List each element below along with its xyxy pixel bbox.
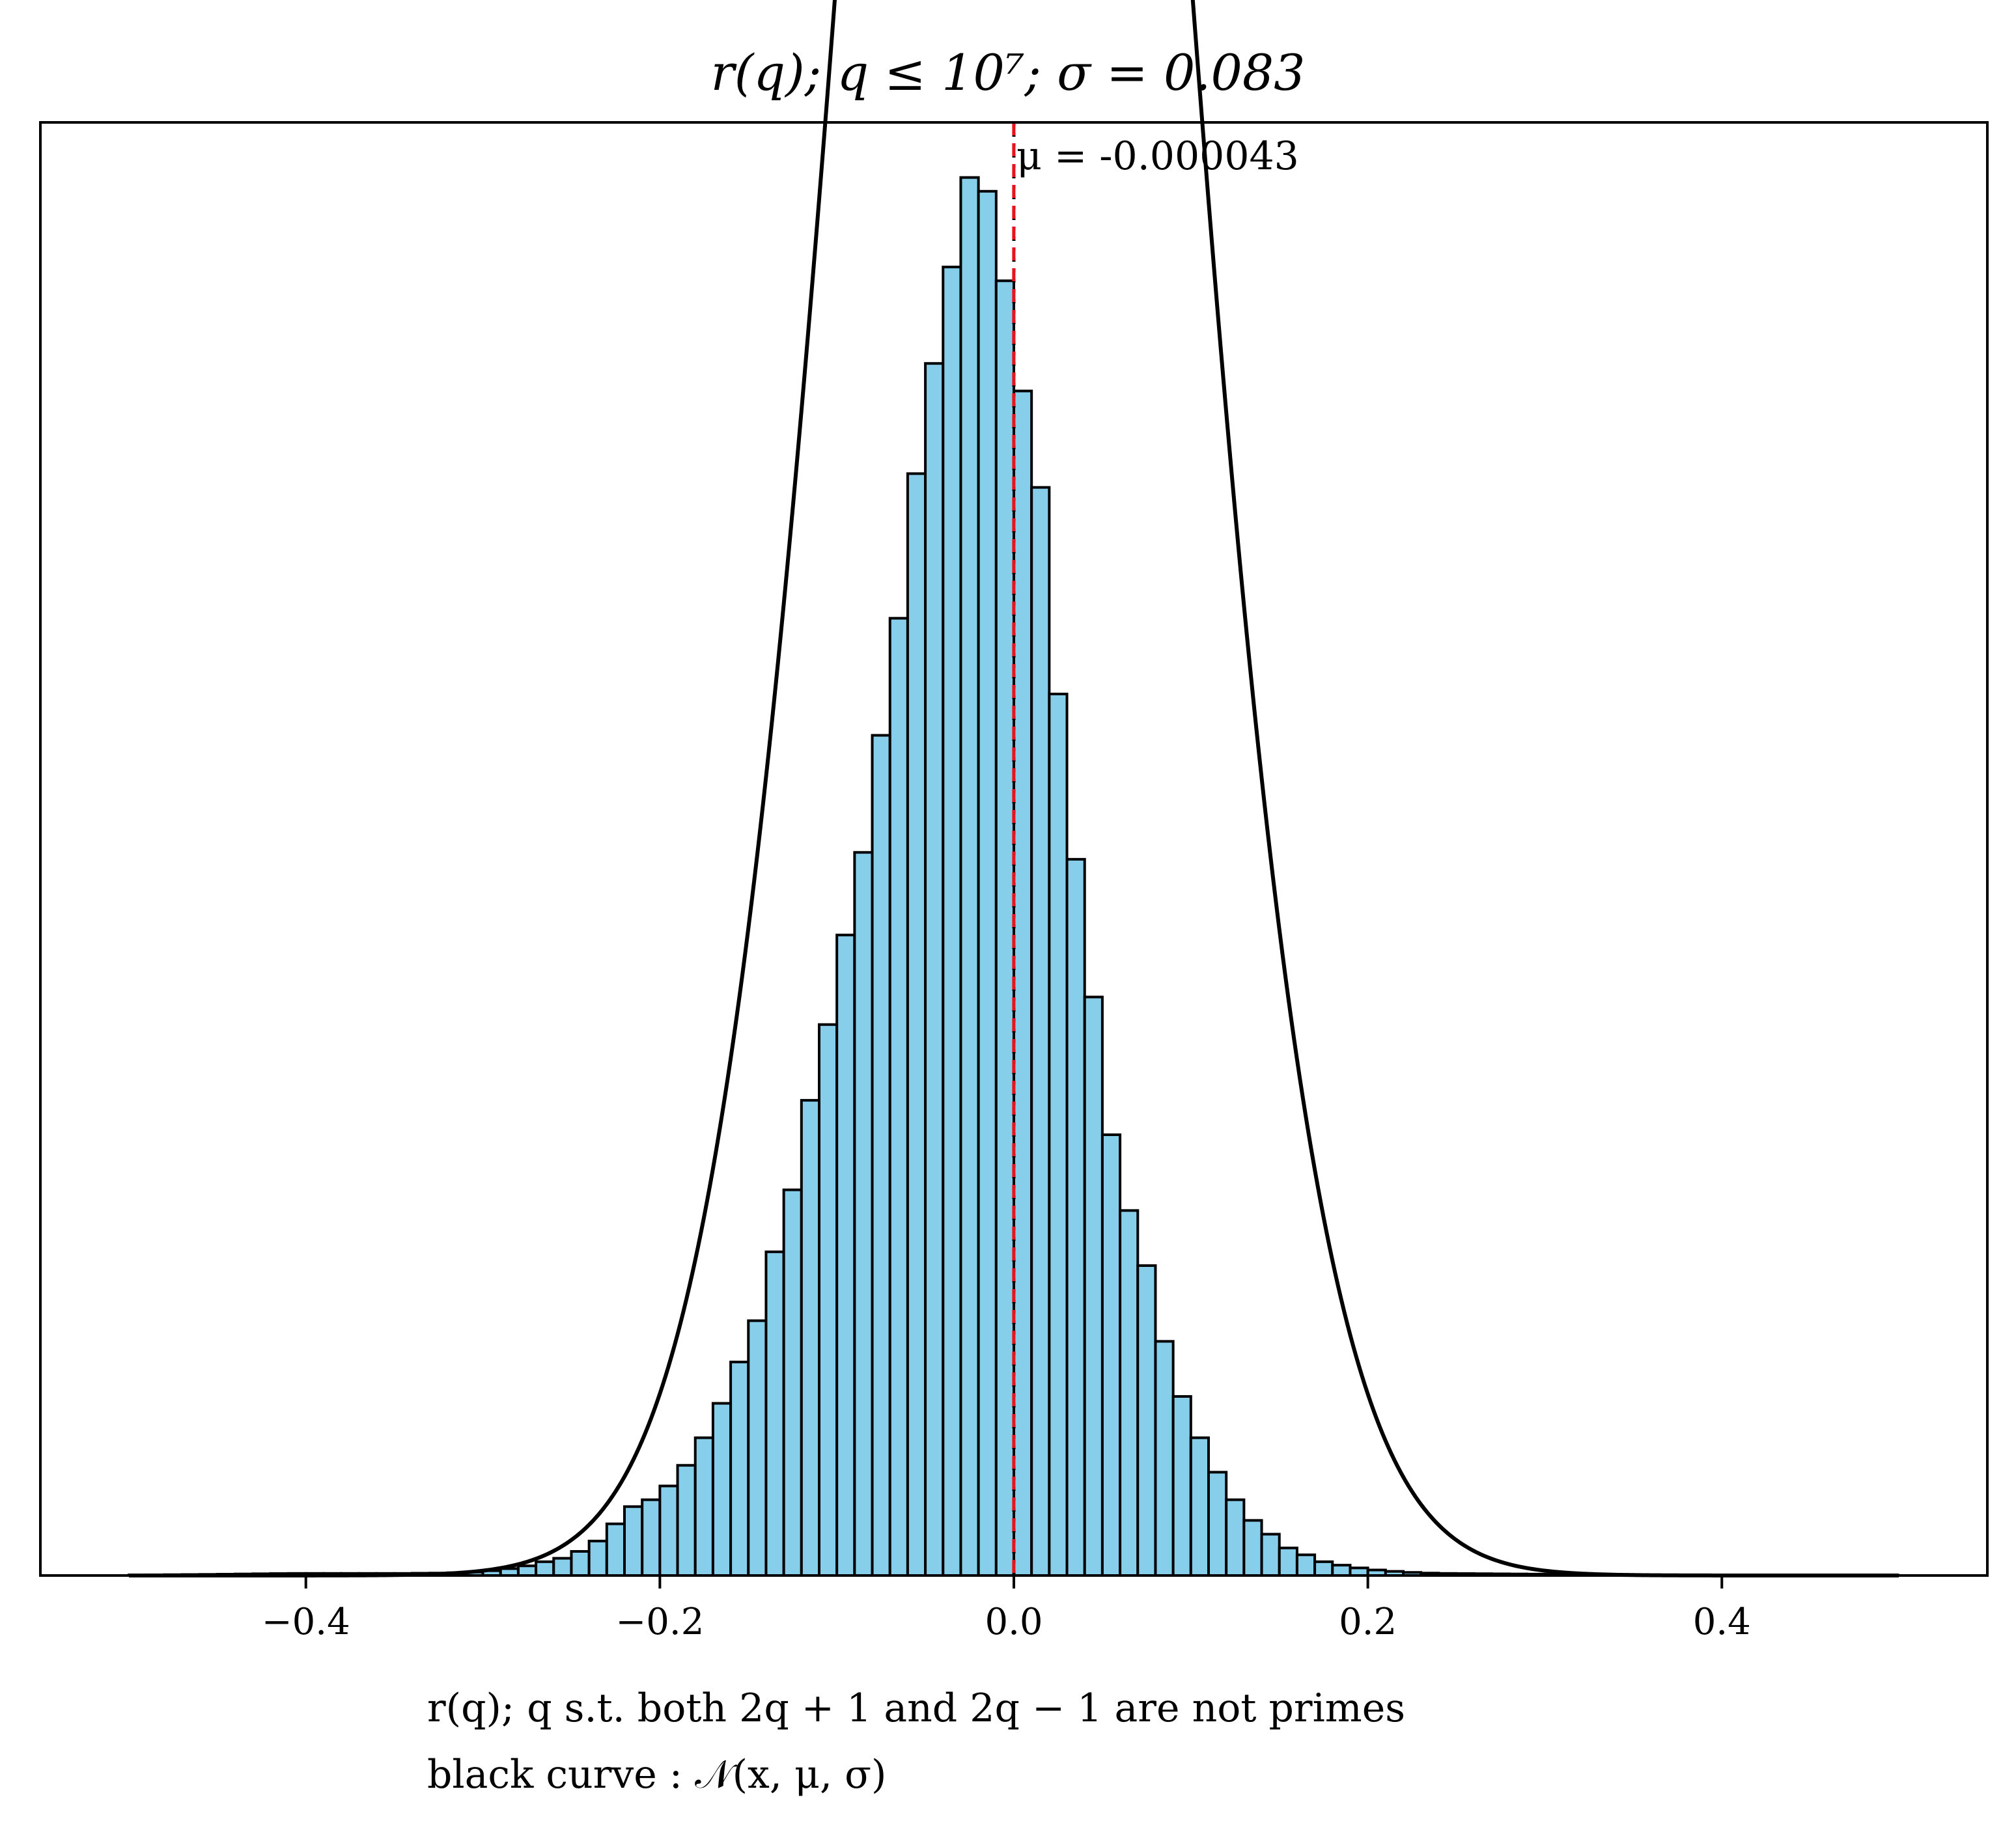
histogram-bar	[587, 1540, 608, 1577]
histogram-bar	[1189, 1436, 1211, 1577]
histogram-bar	[658, 1484, 679, 1577]
histogram-bar	[1119, 1209, 1140, 1577]
histogram-bar	[1154, 1340, 1175, 1577]
histogram-bar	[1083, 995, 1104, 1577]
histogram-bar	[1048, 692, 1069, 1577]
chart-title: r(q); q ≤ 10⁷; σ = 0.083	[710, 44, 1305, 102]
x-tick-label: 0.0	[985, 1601, 1043, 1643]
x-axis-label-line-1: r(q); q s.t. both 2q + 1 and 2q − 1 are …	[427, 1686, 1405, 1731]
histogram-bar	[1065, 857, 1086, 1577]
histogram-bar	[552, 1557, 573, 1577]
histogram-bar	[818, 1023, 839, 1577]
histogram-bar	[764, 1250, 785, 1577]
histogram-bar	[1331, 1564, 1352, 1577]
histogram-bar	[782, 1188, 803, 1577]
histogram-bar	[641, 1498, 662, 1577]
x-tick-label: 0.2	[1339, 1601, 1397, 1643]
histogram-bar	[1295, 1553, 1317, 1577]
histogram-bar	[853, 851, 874, 1577]
histogram-bar	[994, 279, 1016, 1577]
histogram-bar	[1242, 1519, 1263, 1577]
histogram-bar	[871, 734, 891, 1577]
x-axis-label-line-2: black curve : 𝒩(x, μ, σ)	[427, 1752, 886, 1797]
histogram-bar	[1013, 389, 1033, 1577]
histogram-bar	[1313, 1560, 1334, 1577]
histogram-bar	[906, 472, 927, 1577]
histogram-bar	[1136, 1264, 1157, 1577]
histogram-bar	[623, 1505, 644, 1577]
histogram-bar	[1207, 1471, 1228, 1577]
x-tick-label: 0.4	[1693, 1601, 1751, 1643]
x-tick-label: −0.4	[262, 1601, 350, 1643]
mean-annotation: μ = -0.000043	[1016, 133, 1299, 179]
histogram-bar	[959, 176, 980, 1577]
histogram-bar	[605, 1522, 626, 1577]
histogram-bar	[835, 934, 856, 1577]
x-axis: −0.4 −0.2 0.0 0.2 0.4	[262, 1575, 1751, 1643]
histogram-bar	[924, 362, 945, 1577]
histogram-bar	[676, 1464, 697, 1577]
histogram-bar	[693, 1436, 714, 1577]
histogram-bar	[747, 1319, 768, 1577]
histogram-bar	[516, 1564, 538, 1577]
histogram-bar	[535, 1560, 555, 1577]
histogram-bar	[1171, 1395, 1192, 1577]
histogram-bar	[729, 1361, 750, 1577]
x-tick-label: −0.2	[615, 1601, 704, 1643]
histogram-bar	[711, 1402, 733, 1577]
histogram-bar	[1100, 1133, 1122, 1577]
histogram-bar	[942, 266, 962, 1577]
histogram-bar	[1260, 1533, 1281, 1577]
histogram-bar	[1030, 486, 1051, 1577]
histogram-bar	[800, 1099, 821, 1577]
histogram-bar	[1278, 1546, 1298, 1577]
histogram-bar	[1225, 1498, 1246, 1577]
histogram-bar	[570, 1549, 591, 1577]
histogram-bar	[888, 617, 909, 1577]
histogram-bar	[977, 189, 998, 1577]
